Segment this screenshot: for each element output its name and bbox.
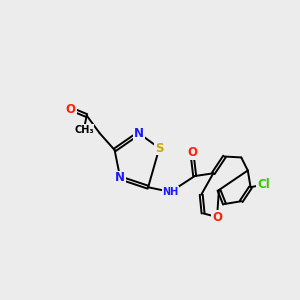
Text: O: O [212,211,222,224]
Text: Cl: Cl [257,178,270,191]
Text: O: O [187,146,197,159]
Text: CH₃: CH₃ [74,124,94,134]
Text: N: N [134,127,144,140]
Text: NH: NH [162,187,178,197]
Text: O: O [66,103,76,116]
Text: S: S [155,142,164,154]
Text: N: N [115,171,125,184]
